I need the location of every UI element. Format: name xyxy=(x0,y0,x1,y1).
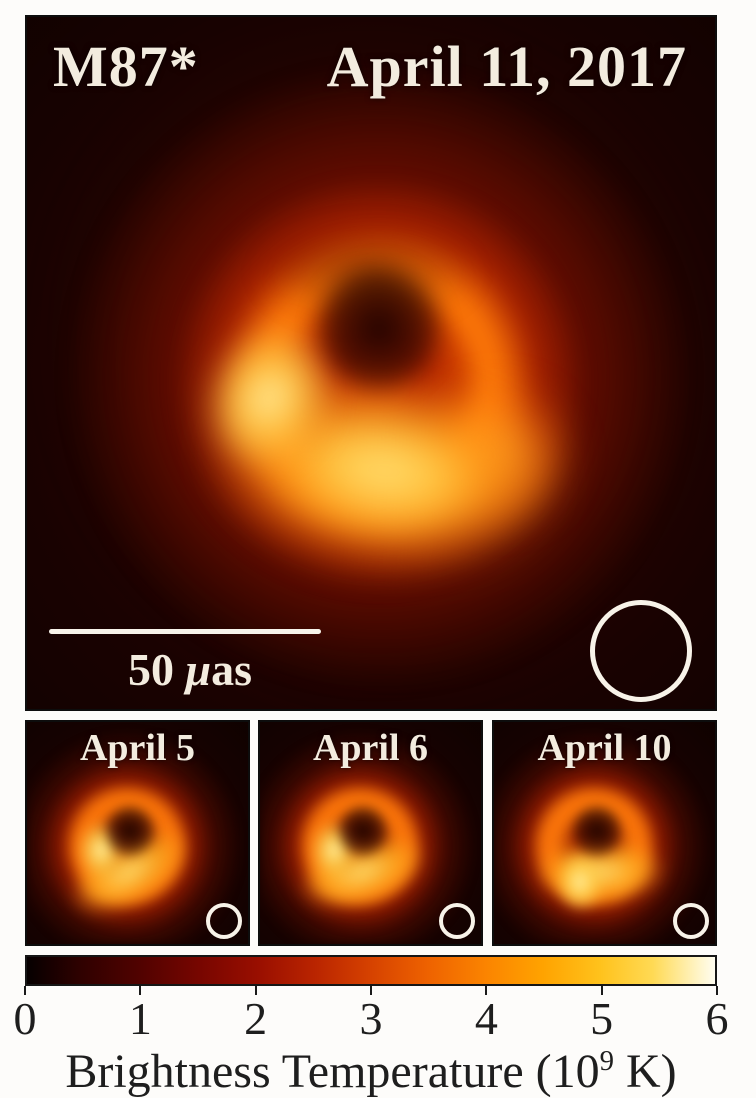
tick-mark xyxy=(370,986,372,995)
tick-mark xyxy=(254,986,257,995)
beam-size-circle xyxy=(590,600,692,702)
colorbar-gradient xyxy=(25,955,717,986)
tick-mark xyxy=(600,986,603,995)
colorbar-axis-label: Brightness Temperature (109 K) xyxy=(25,1044,717,1098)
sub-panel-date-label: April 10 xyxy=(537,727,672,769)
sub-panel-april-6: April 6 xyxy=(258,720,483,946)
tick-label: 5 xyxy=(590,993,614,1044)
sub-panel-april-10: April 10 xyxy=(492,720,717,946)
tick-label: 1 xyxy=(128,993,152,1044)
tick-label: 0 xyxy=(13,993,37,1044)
scale-bar-label: 50 μas xyxy=(85,643,295,696)
tick-mark xyxy=(139,986,142,995)
sub-panel-date-label: April 5 xyxy=(79,727,196,769)
sub-panel-row: April 5 April 6 April 10 xyxy=(0,720,756,947)
colorbar-label-text: Brightness Temperature (10 xyxy=(65,1045,600,1098)
beam-size-circle xyxy=(439,903,475,939)
colorbar-label-suffix: K) xyxy=(614,1045,677,1098)
scale-unit: as xyxy=(211,644,252,695)
colorbar-tick-labels: 0 1 2 3 4 5 6 xyxy=(14,993,729,1044)
corner-vignette xyxy=(27,17,715,709)
sub-panel-april-5: April 5 xyxy=(25,720,250,946)
sub-panel-date-label: April 6 xyxy=(312,727,429,769)
beam-size-circle xyxy=(673,903,709,939)
main-image-panel: M87* April 11, 2017 50 μas xyxy=(25,15,717,711)
colorbar-label-exponent: 9 xyxy=(599,1045,615,1077)
observation-date: April 11, 2017 xyxy=(326,34,687,99)
tick-mark xyxy=(24,986,26,995)
tick-label: 6 xyxy=(705,993,729,1044)
tick-label: 2 xyxy=(244,993,268,1044)
tick-mark xyxy=(485,986,488,995)
tick-label: 4 xyxy=(474,993,498,1044)
scale-mu-symbol: μ xyxy=(185,644,212,695)
tick-mark xyxy=(716,986,718,995)
target-name: M87* xyxy=(53,34,199,99)
scale-bar xyxy=(49,629,321,634)
scale-value: 50 xyxy=(128,644,174,695)
colorbar-tick-marks xyxy=(24,986,718,995)
tick-label: 3 xyxy=(359,993,383,1044)
beam-size-circle xyxy=(206,903,242,939)
